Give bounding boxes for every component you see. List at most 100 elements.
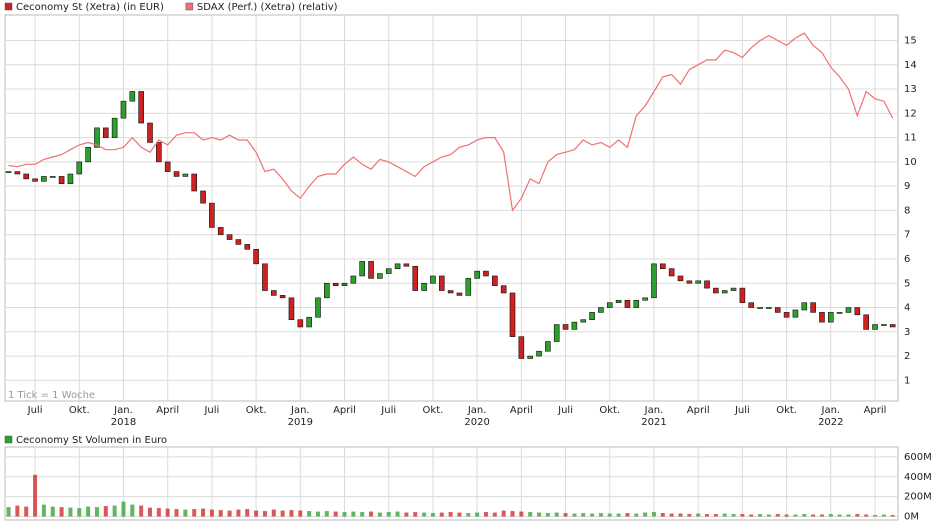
y-tick-label: 10	[904, 157, 917, 168]
candle	[14, 171, 21, 175]
candle	[217, 227, 224, 236]
y-tick-label: 6	[904, 254, 910, 265]
y-tick-label: 8	[904, 205, 910, 216]
candle	[147, 122, 153, 143]
candle	[889, 324, 896, 328]
candle	[571, 321, 578, 330]
candle	[350, 275, 357, 284]
candle	[315, 297, 321, 318]
volume-bar	[386, 512, 391, 517]
volume-bar	[793, 514, 798, 517]
y-tick-label: 12	[904, 108, 917, 119]
candle	[721, 290, 728, 294]
candle	[615, 299, 622, 303]
volume-bar	[77, 508, 82, 517]
legend-swatch	[4, 435, 13, 444]
volume-bar	[828, 514, 833, 517]
x-tick-label: April	[333, 405, 356, 416]
x-tick-label: Jan.	[644, 405, 664, 416]
x-tick-label: Juli	[557, 405, 573, 416]
volume-bar	[784, 514, 789, 517]
volume-bar	[112, 505, 117, 517]
volume-bar	[643, 512, 648, 517]
candle	[403, 263, 410, 267]
volume-bar	[245, 509, 250, 517]
volume-bar	[607, 513, 612, 517]
price-plot	[4, 14, 899, 402]
volume-bar	[94, 507, 99, 517]
candle	[359, 261, 366, 277]
volume-bar	[775, 514, 780, 517]
candle	[5, 171, 12, 173]
candle	[182, 173, 189, 177]
volume-bar	[687, 514, 692, 517]
candle	[288, 297, 295, 320]
candle	[792, 309, 799, 318]
candle	[545, 341, 551, 352]
volume-bar	[121, 501, 126, 517]
x-tick-label: Jan.	[113, 405, 133, 416]
y-tick-label: 5	[904, 278, 910, 289]
volume-bar	[669, 513, 674, 517]
x-year-label: 2022	[818, 417, 843, 428]
candle	[377, 273, 383, 279]
candle	[580, 319, 587, 323]
x-tick-label: Juli	[734, 405, 750, 416]
x-tick-label: April	[510, 405, 533, 416]
volume-bar	[448, 512, 453, 517]
candle	[483, 270, 489, 277]
volume-bar	[846, 514, 851, 517]
candle	[412, 265, 419, 291]
candle	[492, 275, 498, 286]
volume-bar	[678, 513, 683, 517]
volume-bar	[148, 507, 153, 517]
candle	[642, 297, 648, 301]
x-year-label: 2018	[111, 417, 136, 428]
candle	[94, 127, 100, 148]
x-year-label: 2021	[641, 417, 666, 428]
y-tick-label: 600M	[904, 452, 932, 463]
volume-bar	[501, 510, 506, 517]
candle	[191, 173, 198, 192]
volume-bar	[881, 514, 886, 517]
volume-bar	[68, 507, 73, 517]
candle	[757, 307, 763, 309]
candle	[120, 100, 127, 119]
candle	[500, 285, 507, 294]
volume-bar	[50, 506, 55, 517]
candle	[518, 336, 525, 359]
y-tick-label: 400M	[904, 472, 932, 483]
candle	[606, 302, 613, 308]
volume-bar	[33, 474, 38, 517]
volume-bar	[404, 512, 409, 517]
volume-bar	[183, 509, 188, 517]
candle	[704, 280, 710, 289]
x-tick-label: Jan.	[290, 405, 310, 416]
volume-bar	[156, 508, 161, 517]
candle	[801, 302, 808, 311]
x-tick-label: April	[864, 405, 887, 416]
candle	[76, 161, 83, 175]
volume-bar	[660, 513, 665, 517]
volume-bar	[262, 511, 267, 517]
volume-bar	[510, 511, 515, 517]
volume-bar	[616, 513, 621, 517]
volume-bar	[15, 505, 20, 517]
candle	[102, 127, 109, 138]
volume-bar	[59, 507, 64, 517]
y-tick-label: 13	[904, 84, 917, 95]
volume-bar	[634, 513, 639, 517]
volume-bar	[890, 515, 895, 517]
candle	[306, 316, 312, 328]
volume-bar	[413, 512, 418, 517]
volume-bar	[537, 512, 542, 517]
candle	[845, 307, 852, 313]
volume-bar	[298, 510, 303, 517]
candle	[85, 147, 91, 163]
candle	[447, 290, 454, 294]
x-tick-label: Okt.	[246, 405, 267, 416]
volume-bar	[819, 514, 824, 517]
x-year-label: 2020	[464, 417, 489, 428]
candle	[660, 263, 666, 269]
volume-bar	[280, 510, 285, 517]
